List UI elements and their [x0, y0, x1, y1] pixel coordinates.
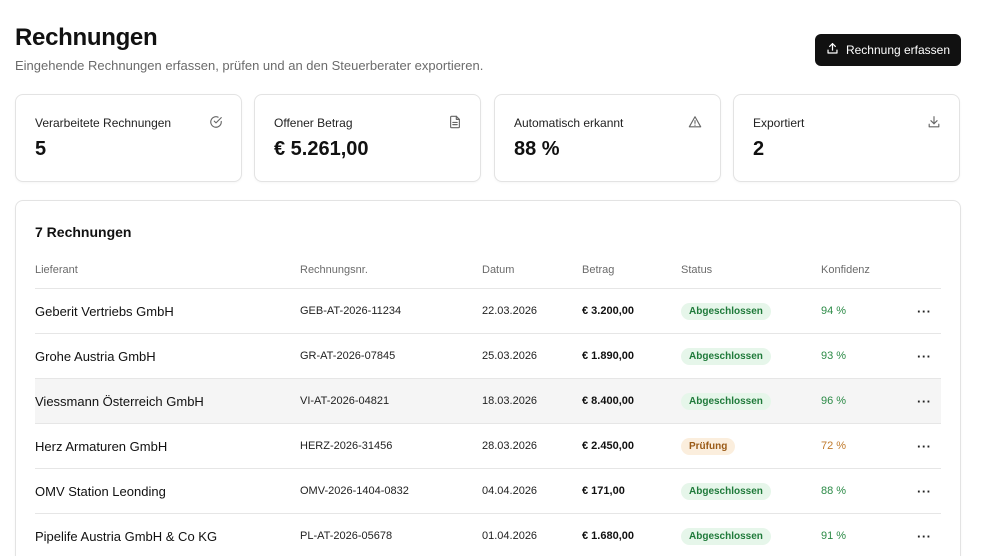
table-row[interactable]: Herz Armaturen GmbH HERZ-2026-31456 28.0…: [35, 424, 941, 469]
cell-status: Abgeschlossen: [681, 289, 771, 333]
cell-date: 04.04.2026: [482, 485, 538, 497]
table-header: Lieferant Rechnungsnr. Datum Betrag Stat…: [35, 263, 941, 289]
cell-confidence: 91 %: [821, 530, 847, 542]
status-badge: Abgeschlossen: [681, 347, 771, 365]
add-invoice-label: Rechnung erfassen: [845, 43, 951, 57]
cell-confidence: 72 %: [821, 440, 847, 452]
cell-amount: € 2.450,00: [582, 440, 634, 452]
status-badge: Prüfung: [681, 437, 736, 455]
stat-card-auto-detected: Automatisch erkannt 88 %: [494, 94, 721, 182]
cell-supplier: Geberit Vertriebs GmbH: [35, 303, 174, 319]
table-title: 7 Rechnungen: [35, 224, 132, 240]
cell-status: Abgeschlossen: [681, 469, 771, 513]
stat-label: Offener Betrag: [274, 116, 353, 130]
status-badge: Abgeschlossen: [681, 482, 771, 500]
row-actions-menu-icon[interactable]: ···: [917, 438, 932, 454]
cell-amount: € 171,00: [582, 485, 625, 497]
check-circle-icon: [209, 115, 223, 129]
stat-value: € 5.261,00: [274, 138, 369, 160]
column-header-status[interactable]: Status: [681, 264, 713, 276]
cell-invoice-number: VI-AT-2026-04821: [300, 395, 390, 407]
table-row[interactable]: Pipelife Austria GmbH & Co KG PL-AT-2026…: [35, 514, 941, 556]
cell-invoice-number: GEB-AT-2026-11234: [300, 305, 402, 317]
cell-invoice-number: OMV-2026-1404-0832: [300, 485, 409, 497]
page-title: Rechnungen: [15, 24, 158, 51]
cell-confidence: 88 %: [821, 485, 847, 497]
table-row[interactable]: Grohe Austria GmbH GR-AT-2026-07845 25.0…: [35, 334, 941, 379]
stat-label: Verarbeitete Rechnungen: [35, 116, 172, 130]
table-row[interactable]: OMV Station Leonding OMV-2026-1404-0832 …: [35, 469, 941, 514]
upload-icon: [826, 42, 839, 58]
stat-card-exported: Exportiert 2: [733, 94, 960, 182]
stat-value: 5: [35, 138, 47, 160]
cell-supplier: Herz Armaturen GmbH: [35, 438, 168, 454]
table-row[interactable]: Geberit Vertriebs GmbH GEB-AT-2026-11234…: [35, 289, 941, 334]
stat-card-processed: Verarbeitete Rechnungen 5: [15, 94, 242, 182]
row-actions-menu-icon[interactable]: ···: [917, 303, 932, 319]
add-invoice-button[interactable]: Rechnung erfassen: [815, 34, 961, 66]
row-actions-menu-icon[interactable]: ···: [917, 483, 932, 499]
table-row[interactable]: Viessmann Österreich GmbH VI-AT-2026-048…: [35, 379, 941, 424]
cell-supplier: Pipelife Austria GmbH & Co KG: [35, 528, 218, 544]
cell-date: 18.03.2026: [482, 395, 538, 407]
cell-amount: € 3.200,00: [582, 305, 634, 317]
column-header-confidence[interactable]: Konfidenz: [821, 264, 870, 276]
stat-value: 2: [753, 138, 765, 160]
status-badge: Abgeschlossen: [681, 527, 771, 545]
cell-confidence: 94 %: [821, 305, 847, 317]
stat-label: Exportiert: [753, 116, 805, 130]
download-icon: [927, 115, 941, 129]
cell-amount: € 8.400,00: [582, 395, 634, 407]
cell-supplier: OMV Station Leonding: [35, 483, 166, 499]
cell-status: Prüfung: [681, 424, 736, 468]
cell-supplier: Viessmann Österreich GmbH: [35, 393, 204, 409]
cell-supplier: Grohe Austria GmbH: [35, 348, 156, 364]
cell-date: 01.04.2026: [482, 530, 538, 542]
column-header-date[interactable]: Datum: [482, 264, 515, 276]
status-badge: Abgeschlossen: [681, 302, 771, 320]
column-header-invoice-number[interactable]: Rechnungsnr.: [300, 264, 368, 276]
cell-amount: € 1.890,00: [582, 350, 634, 362]
cell-amount: € 1.680,00: [582, 530, 634, 542]
row-actions-menu-icon[interactable]: ···: [917, 393, 932, 409]
row-actions-menu-icon[interactable]: ···: [917, 348, 932, 364]
status-badge: Abgeschlossen: [681, 392, 771, 410]
page-subtitle: Eingehende Rechnungen erfassen, prüfen u…: [15, 58, 484, 73]
cell-status: Abgeschlossen: [681, 334, 771, 378]
cell-invoice-number: HERZ-2026-31456: [300, 440, 393, 452]
invoice-table-card: 7 Rechnungen Lieferant Rechnungsnr. Datu…: [15, 200, 961, 556]
cell-invoice-number: PL-AT-2026-05678: [300, 530, 393, 542]
column-header-supplier[interactable]: Lieferant: [35, 264, 78, 276]
stat-label: Automatisch erkannt: [514, 116, 624, 130]
cell-date: 22.03.2026: [482, 305, 538, 317]
stat-value: 88 %: [514, 138, 560, 160]
cell-date: 28.03.2026: [482, 440, 538, 452]
cell-date: 25.03.2026: [482, 350, 538, 362]
cell-confidence: 93 %: [821, 350, 847, 362]
cell-status: Abgeschlossen: [681, 379, 771, 423]
column-header-amount[interactable]: Betrag: [582, 264, 615, 276]
cell-status: Abgeschlossen: [681, 514, 771, 556]
cell-invoice-number: GR-AT-2026-07845: [300, 350, 396, 362]
cell-confidence: 96 %: [821, 395, 847, 407]
row-actions-menu-icon[interactable]: ···: [917, 528, 932, 544]
warning-triangle-icon: [688, 115, 702, 129]
stat-card-open-amount: Offener Betrag € 5.261,00: [254, 94, 481, 182]
document-icon: [448, 115, 462, 129]
